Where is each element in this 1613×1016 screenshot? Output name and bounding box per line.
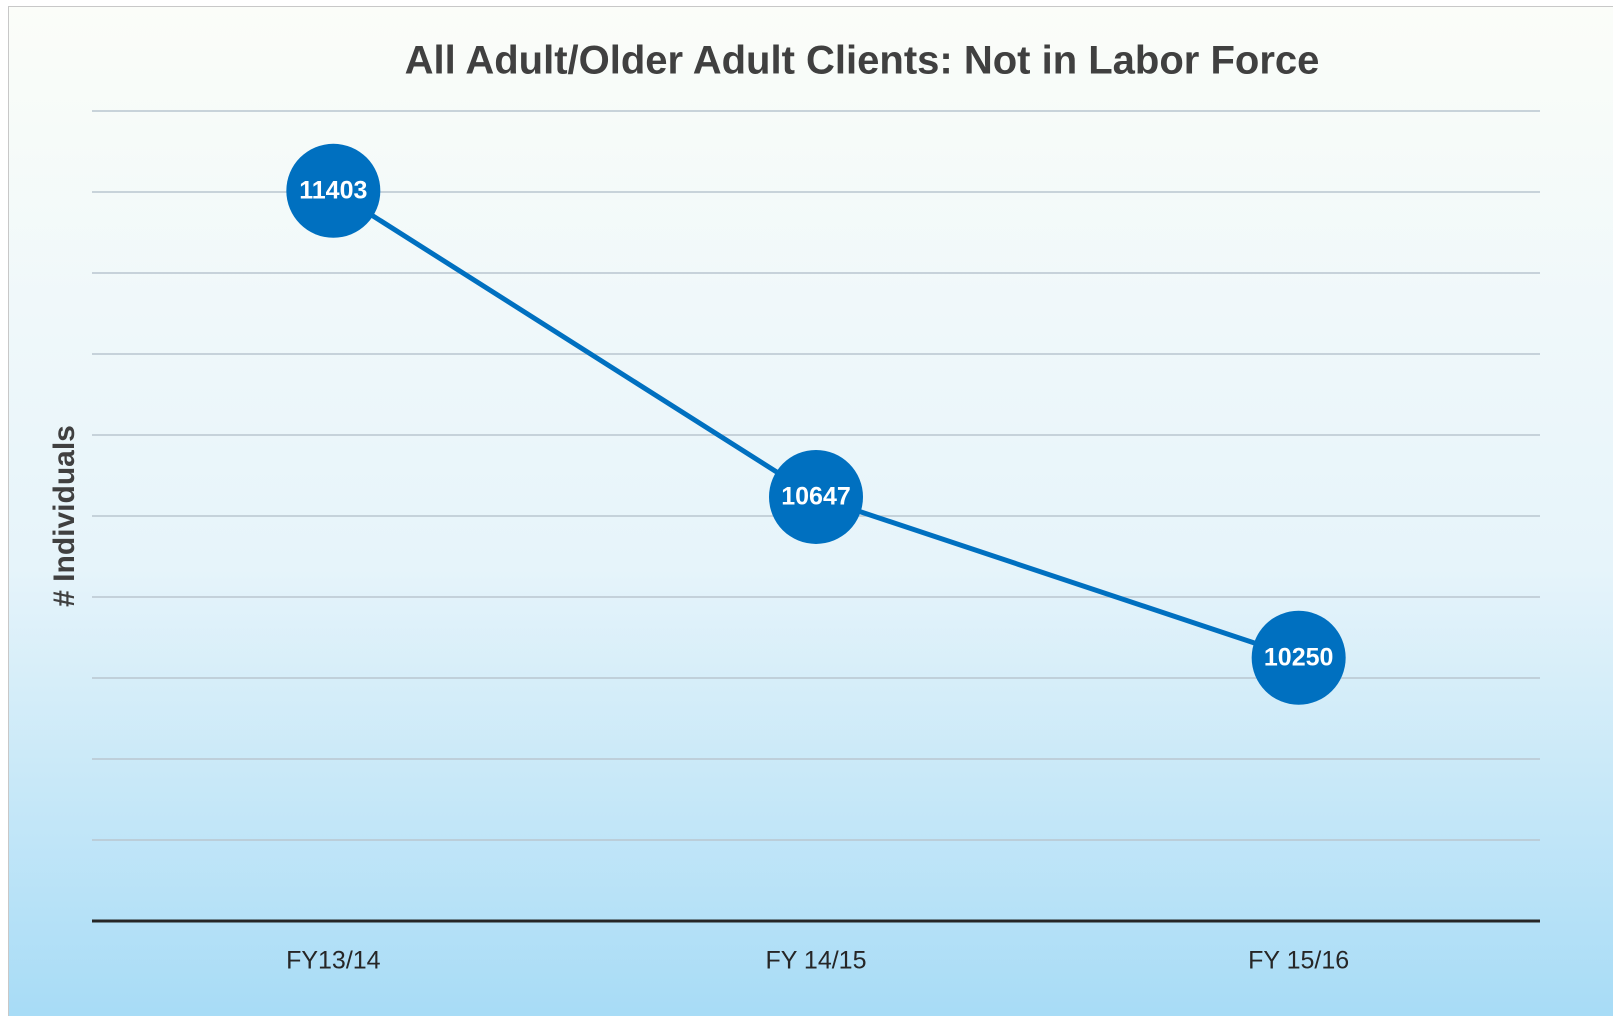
x-tick-label: FY 14/15 <box>765 947 866 975</box>
point-marker <box>286 143 381 238</box>
data-label: 10647 <box>781 483 851 511</box>
point-marker <box>1251 610 1346 705</box>
x-tick-label: FY 15/16 <box>1248 947 1349 975</box>
point-marker <box>769 449 863 544</box>
chart-title: All Adult/Older Adult Clients: Not in La… <box>405 39 1320 83</box>
x-tick-label: FY13/14 <box>286 947 381 975</box>
y-axis-label: # Individuals <box>48 425 81 607</box>
data-label: 10250 <box>1264 643 1334 671</box>
data-label: 11403 <box>299 176 367 204</box>
